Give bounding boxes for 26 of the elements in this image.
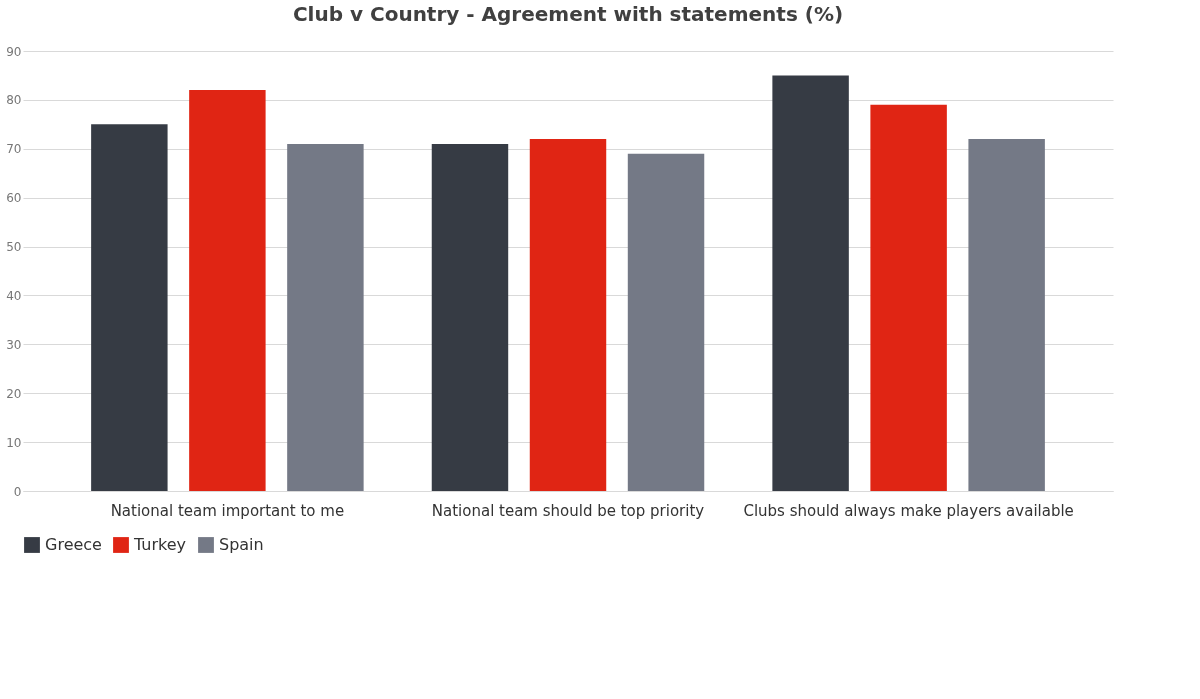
y-tick-label: 70: [6, 142, 22, 157]
bar: [431, 143, 509, 491]
bar: [627, 153, 705, 491]
y-tick-label: 10: [6, 435, 22, 450]
y-tick-label: 80: [6, 93, 22, 108]
bar: [772, 75, 849, 491]
x-tick-label: National team should be top priority: [431, 501, 705, 520]
bar: [91, 124, 168, 491]
bar: [287, 143, 364, 491]
y-tick-label: 20: [6, 386, 22, 401]
bar: [529, 139, 607, 491]
x-tick-label: Clubs should always make players available: [743, 501, 1074, 520]
y-tick-label: 60: [6, 191, 22, 206]
y-tick-label: 50: [6, 240, 22, 255]
bar: [968, 139, 1045, 491]
legend-label: Greece: [45, 535, 102, 554]
y-tick-label: 0: [13, 484, 22, 499]
x-tick-label: National team important to me: [110, 501, 345, 520]
chart-title: Club v Country - Agreement with statements (%): [292, 2, 844, 26]
y-tick-label: 40: [6, 288, 22, 303]
legend-label: Turkey: [133, 535, 187, 554]
bar: [870, 104, 947, 491]
y-tick-label: 90: [6, 44, 22, 59]
legend-label: Spain: [219, 535, 264, 554]
bar: [189, 90, 266, 491]
y-tick-label: 30: [6, 337, 22, 352]
